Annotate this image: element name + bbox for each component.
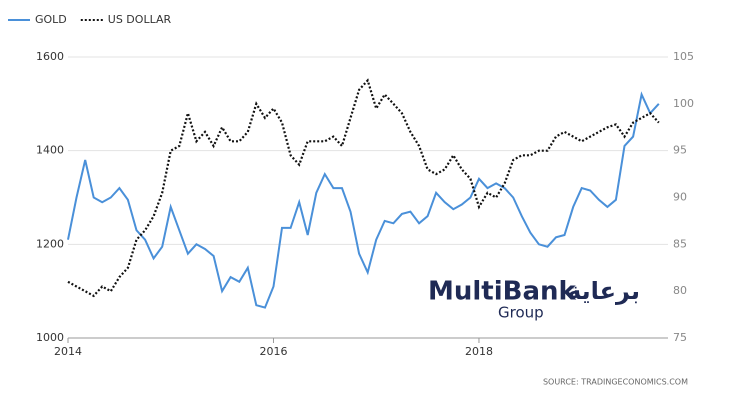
y-tick-label: 1400 <box>36 144 64 157</box>
x-tick-label: 2016 <box>259 345 287 358</box>
legend-label: GOLD <box>35 13 67 26</box>
series-line <box>67 78 660 298</box>
y2-tick-label: 105 <box>673 50 694 63</box>
y-tick-label: 1000 <box>36 331 64 344</box>
y-tick-label: 1200 <box>36 237 64 250</box>
series-line <box>67 91 660 309</box>
y2-tick-label: 90 <box>673 191 687 204</box>
watermark-sub: Group <box>498 304 544 322</box>
legend-label: US DOLLAR <box>108 13 172 26</box>
watermark-arabic: برعاية <box>567 277 640 305</box>
x-tick-label: 2014 <box>54 345 82 358</box>
watermark-brand: MultiBank <box>428 277 577 307</box>
source-note: SOURCE: TRADINGECONOMICS.COM <box>543 378 688 387</box>
x-tick-label: 2018 <box>465 345 493 358</box>
y2-tick-label: 85 <box>673 237 687 250</box>
y2-tick-label: 75 <box>673 331 687 344</box>
y2-tick-label: 100 <box>673 97 694 110</box>
y-tick-label: 1600 <box>36 50 64 63</box>
y2-tick-label: 95 <box>673 144 687 157</box>
y2-tick-label: 80 <box>673 284 687 297</box>
